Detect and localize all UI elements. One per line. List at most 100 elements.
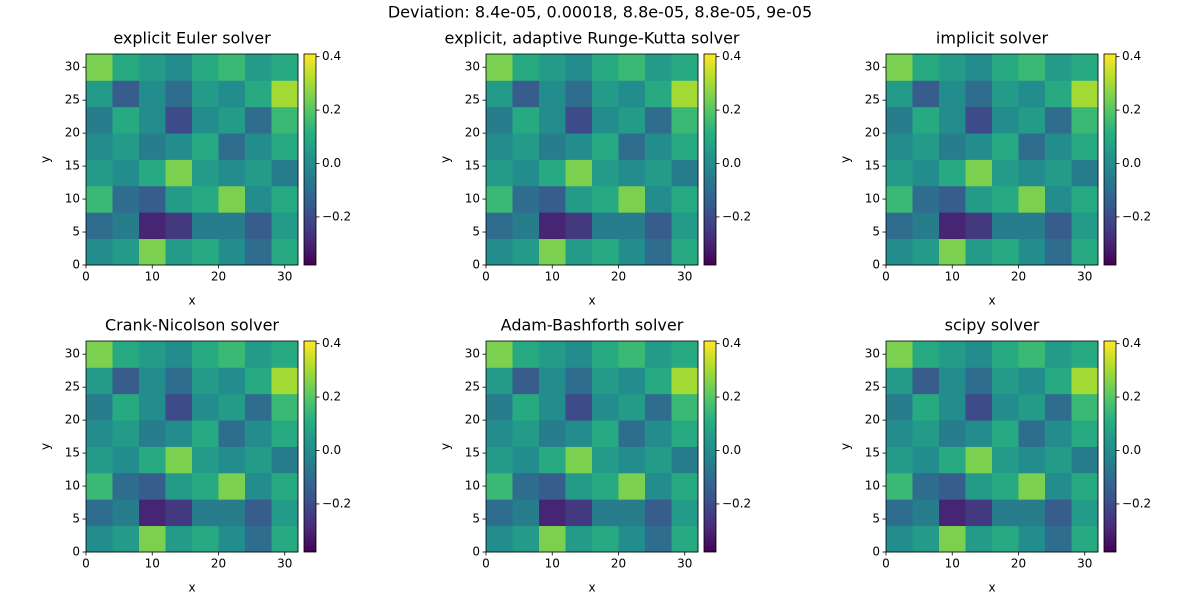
heatmap-cell — [912, 472, 940, 500]
heatmap-cell — [645, 133, 672, 160]
heatmap-cell — [139, 393, 166, 421]
heatmap-cell — [992, 238, 1019, 266]
heatmap-cell — [192, 446, 219, 474]
heatmap-cell — [86, 499, 113, 527]
heatmap-cell — [886, 367, 913, 395]
heatmap-cell — [565, 420, 593, 447]
y-tick-label: 25 — [465, 380, 480, 394]
y-tick-label: 5 — [872, 225, 880, 239]
heatmap-cell — [965, 133, 993, 160]
heatmap-cell — [992, 499, 1019, 527]
heatmap-cell — [139, 133, 166, 160]
heatmap-cell — [1045, 133, 1072, 160]
heatmap-cell — [965, 446, 993, 474]
colorbar-tick-label: 0.0 — [722, 156, 741, 170]
heatmap-cell — [618, 54, 646, 81]
y-tick-label: 20 — [65, 413, 80, 427]
heatmap-cell — [512, 472, 540, 500]
heatmap-cell — [1018, 420, 1046, 447]
heatmap-cell — [165, 393, 193, 421]
heatmap-cell — [592, 472, 619, 500]
x-tick-label: 0 — [882, 270, 890, 284]
heatmap-cell — [165, 446, 193, 474]
heatmap-cell — [86, 446, 113, 474]
y-tick-label: 30 — [465, 347, 480, 361]
heatmap-cell — [671, 367, 699, 395]
heatmap-cell — [912, 212, 940, 240]
colorbar-tick-label: 0.2 — [322, 103, 341, 117]
heatmap-cell — [939, 133, 966, 160]
heatmap-cell — [939, 472, 966, 500]
heatmap-cell — [939, 499, 966, 527]
y-tick-label: 30 — [65, 347, 80, 361]
heatmap-cell — [192, 367, 219, 395]
heatmap-cell — [218, 106, 246, 134]
x-tick-label: 10 — [545, 557, 560, 571]
x-axis-label: x — [988, 581, 995, 595]
y-tick-label: 10 — [465, 479, 480, 493]
heatmap-cell — [1018, 159, 1046, 187]
heatmap-cell — [645, 472, 672, 500]
heatmap-cell — [512, 133, 540, 160]
heatmap-cell — [939, 341, 966, 368]
y-tick-label: 10 — [465, 192, 480, 206]
heatmap-cell — [618, 367, 646, 395]
heatmap-cell — [965, 341, 993, 368]
heatmap-cell — [565, 446, 593, 474]
colorbar — [703, 53, 717, 266]
y-tick-label: 30 — [865, 347, 880, 361]
heatmap-cell — [671, 185, 699, 213]
heatmap-cell — [671, 525, 699, 553]
heatmap-cell — [645, 80, 672, 108]
heatmap-cell — [1018, 341, 1046, 368]
x-tick-label: 0 — [82, 270, 90, 284]
y-axis-label: y — [39, 156, 53, 163]
heatmap-cell — [512, 212, 540, 240]
colorbar-tick-label: 0.4 — [722, 49, 741, 63]
heatmap-cell — [565, 106, 593, 134]
heatmap-cell — [192, 525, 219, 553]
heatmap-cell — [218, 238, 246, 266]
heatmap-cell — [671, 212, 699, 240]
heatmap-cell — [86, 472, 113, 500]
heatmap-cell — [1045, 54, 1072, 81]
y-tick-label: 10 — [65, 479, 80, 493]
heatmap-cell — [1045, 106, 1072, 134]
colorbar-tick-label: 0.4 — [1122, 336, 1141, 350]
heatmap-cell — [1071, 341, 1099, 368]
colorbar-tick-label: 0.2 — [722, 103, 741, 117]
x-tick-label: 30 — [277, 270, 292, 284]
heatmap-cell — [271, 393, 299, 421]
y-tick-label: 30 — [465, 60, 480, 74]
heatmap-cell — [1071, 499, 1099, 527]
heatmap-cell — [218, 185, 246, 213]
heatmap-cell — [539, 212, 566, 240]
heatmap-cell — [912, 185, 940, 213]
heatmap-cell — [965, 185, 993, 213]
axes-frame — [485, 53, 699, 266]
heatmap-cell — [886, 525, 913, 553]
heatmap-cell — [671, 133, 699, 160]
heatmap-cell — [192, 212, 219, 240]
heatmap-cell — [645, 159, 672, 187]
heatmap-cell — [1071, 80, 1099, 108]
heatmap-cell — [912, 80, 940, 108]
heatmap-cell — [271, 54, 299, 81]
y-tick-label: 10 — [865, 479, 880, 493]
heatmap-cell — [486, 185, 513, 213]
heatmap-cell — [165, 472, 193, 500]
heatmap-cell — [965, 367, 993, 395]
heatmap-cell — [192, 159, 219, 187]
heatmap-cell — [965, 525, 993, 553]
heatmap-cell — [992, 420, 1019, 447]
heatmap-cell — [218, 472, 246, 500]
colorbar-tick-label: 0.0 — [322, 156, 341, 170]
x-tick-label: 30 — [277, 557, 292, 571]
heatmap-cell — [512, 159, 540, 187]
heatmap-cell — [565, 472, 593, 500]
heatmap-cell — [112, 212, 140, 240]
heatmap-cell — [218, 80, 246, 108]
y-axis-label: y — [839, 443, 853, 450]
heatmap-cell — [1018, 54, 1046, 81]
